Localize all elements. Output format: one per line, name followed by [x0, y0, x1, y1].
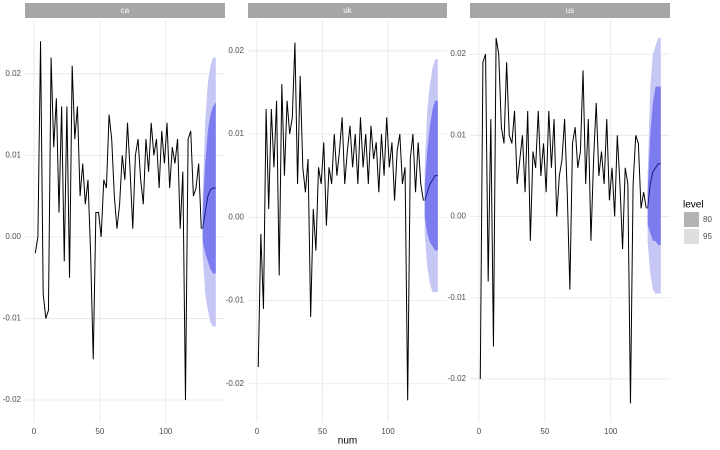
y-tick-label: -0.02	[3, 395, 22, 404]
y-tick-label: 0.01	[450, 130, 466, 139]
forecast-line	[647, 163, 661, 209]
history-line	[34, 41, 202, 400]
x-tick-label: 50	[540, 427, 549, 436]
y-tick-label: 0.02	[228, 46, 244, 55]
x-tick-label: 100	[604, 427, 618, 436]
y-tick-label: -0.02	[226, 379, 245, 388]
facet-title: uk	[343, 6, 352, 15]
legend-swatch	[684, 212, 699, 227]
x-tick-label: 50	[318, 427, 327, 436]
x-tick-label: 100	[381, 427, 395, 436]
x-axis-title: num	[338, 436, 357, 447]
y-tick-label: -0.01	[448, 293, 467, 302]
x-tick-label: 100	[159, 427, 173, 436]
y-tick-label: 0.01	[5, 150, 21, 159]
forecast-line	[424, 175, 438, 201]
facet-title: ca	[121, 6, 130, 15]
y-tick-label: 0.02	[5, 69, 21, 78]
y-tick-label: 0.00	[450, 212, 466, 221]
history-line	[479, 37, 647, 404]
interval-band	[424, 100, 438, 251]
legend-label: 80	[703, 215, 712, 224]
x-tick-label: 50	[95, 427, 104, 436]
panel-background	[248, 20, 447, 422]
facet-strip	[25, 3, 225, 18]
x-tick-label: 0	[32, 427, 37, 436]
interval-band	[647, 86, 661, 245]
y-tick-label: 0.00	[5, 232, 21, 241]
x-tick-label: 0	[255, 427, 260, 436]
legend-title: level	[683, 200, 704, 211]
y-tick-label: -0.01	[3, 314, 22, 323]
facet-title: us	[566, 6, 574, 15]
x-tick-label: 0	[477, 427, 482, 436]
interval-band	[202, 102, 216, 274]
forecast-line	[202, 187, 216, 229]
legend-swatch	[684, 229, 699, 244]
legend-label: 95	[703, 232, 712, 241]
y-tick-label: 0.02	[450, 49, 466, 58]
y-tick-label: -0.02	[448, 374, 467, 383]
facet-strip	[470, 3, 670, 18]
y-tick-label: -0.01	[226, 296, 245, 305]
panel-background	[25, 20, 225, 422]
panel-background	[470, 20, 670, 422]
y-tick-label: 0.00	[228, 212, 244, 221]
facet-strip	[248, 3, 447, 18]
history-line	[257, 42, 424, 401]
y-tick-label: 0.01	[228, 129, 244, 138]
